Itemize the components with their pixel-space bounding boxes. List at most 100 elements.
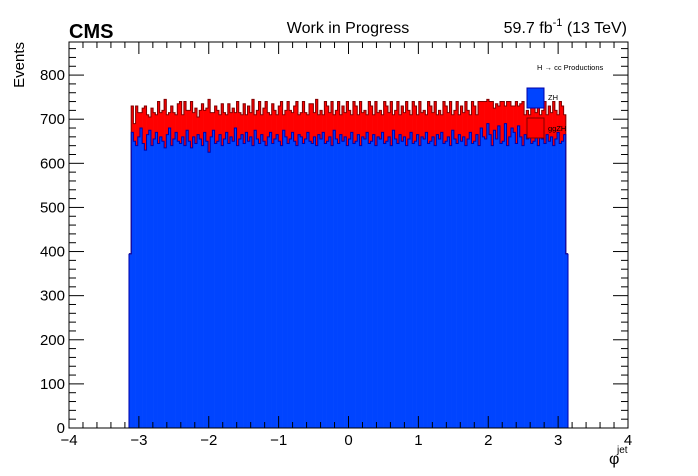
bin-ggzh xyxy=(326,105,330,142)
legend-label-zh: ZH xyxy=(548,93,558,102)
bin-zh xyxy=(262,141,266,428)
bin-ggzh xyxy=(313,112,316,137)
bin-ggzh xyxy=(137,112,141,137)
bin-zh xyxy=(445,141,448,428)
bin-zh xyxy=(379,139,382,428)
bin-zh xyxy=(392,130,395,428)
bin-zh xyxy=(431,136,435,429)
bin-ggzh xyxy=(194,108,198,144)
bin-zh xyxy=(295,145,299,428)
bin-zh xyxy=(287,143,290,428)
bin-ggzh xyxy=(218,114,222,135)
bin-ggzh xyxy=(157,101,161,144)
bin-ggzh xyxy=(280,101,283,146)
bin-ggzh xyxy=(401,105,404,142)
x-tick-label: 4 xyxy=(624,432,632,449)
x-tick-label: −2 xyxy=(200,432,217,449)
bin-ggzh xyxy=(357,114,360,135)
legend-label-ggzh: ggZH xyxy=(548,124,566,133)
bin-zh xyxy=(412,143,415,428)
x-tick-label: 0 xyxy=(344,432,352,449)
bin-ggzh xyxy=(282,114,286,131)
y-tick-label: 0 xyxy=(57,420,65,437)
bin-ggzh xyxy=(208,99,211,153)
bin-zh xyxy=(521,145,525,428)
bin-ggzh xyxy=(293,105,297,142)
bin-zh xyxy=(146,134,150,428)
bin-ggzh xyxy=(273,110,277,140)
bin-zh xyxy=(221,145,224,428)
y-axis-title: Events xyxy=(11,42,28,88)
bin-zh xyxy=(355,141,358,428)
bin-ggzh xyxy=(304,112,308,140)
bin-zh xyxy=(324,143,327,428)
bin-ggzh xyxy=(146,114,150,135)
bin-zh xyxy=(223,139,226,428)
bin-ggzh xyxy=(370,105,373,142)
bin-zh xyxy=(409,132,413,429)
bin-ggzh xyxy=(394,110,398,140)
bin-zh xyxy=(456,143,459,428)
bin-zh xyxy=(254,130,257,428)
bin-zh xyxy=(269,132,272,429)
bin-ggzh xyxy=(524,114,527,135)
bin-zh xyxy=(453,139,457,428)
bin-ggzh xyxy=(300,112,303,137)
bin-zh xyxy=(495,139,499,428)
bin-zh xyxy=(291,132,294,429)
bin-ggzh xyxy=(517,105,521,126)
bin-zh xyxy=(234,128,237,428)
bin-zh xyxy=(175,132,178,429)
bin-ggzh xyxy=(234,112,237,129)
bin-ggzh xyxy=(245,114,248,133)
y-tick-label: 500 xyxy=(40,199,65,216)
bin-zh xyxy=(249,136,253,429)
bin-ggzh xyxy=(155,114,158,133)
ggzh-outline xyxy=(128,98,569,255)
bin-ggzh xyxy=(247,105,251,142)
bin-ggzh xyxy=(172,112,176,140)
y-tick-label: 100 xyxy=(40,376,65,393)
bin-ggzh xyxy=(557,114,560,133)
bin-ggzh xyxy=(188,110,191,142)
bin-ggzh xyxy=(254,114,257,131)
bin-zh xyxy=(425,132,428,429)
plot-frame xyxy=(68,41,629,429)
bin-zh xyxy=(458,134,461,428)
bin-ggzh xyxy=(330,101,334,146)
bin-ggzh xyxy=(359,101,362,146)
bin-zh xyxy=(348,139,351,428)
bin-ggzh xyxy=(186,110,189,131)
bin-ggzh xyxy=(506,101,510,146)
bin-ggzh xyxy=(289,110,292,140)
legend-title: H → cc Productions xyxy=(537,63,604,72)
bin-zh xyxy=(172,139,176,428)
bin-zh xyxy=(308,141,312,428)
bin-zh xyxy=(528,132,532,429)
bin-ggzh xyxy=(475,114,479,135)
bin-zh xyxy=(161,141,165,428)
bin-zh xyxy=(478,145,481,428)
bin-ggzh xyxy=(168,112,171,129)
bin-ggzh xyxy=(447,112,450,137)
bin-zh xyxy=(199,139,202,428)
bin-zh xyxy=(216,141,220,428)
bin-ggzh xyxy=(484,101,488,140)
bin-zh xyxy=(475,134,479,428)
bin-zh xyxy=(504,123,507,429)
bin-zh xyxy=(289,139,292,428)
bin-zh xyxy=(155,132,158,429)
bin-ggzh xyxy=(348,110,351,140)
bin-zh xyxy=(135,145,139,428)
bin-zh xyxy=(218,134,222,428)
bin-ggzh xyxy=(429,105,433,142)
bin-zh xyxy=(214,143,218,428)
bin-ggzh xyxy=(423,110,426,140)
bin-ggzh xyxy=(302,101,305,144)
bin-zh xyxy=(467,139,470,428)
bin-zh xyxy=(460,141,463,428)
bin-zh xyxy=(502,141,505,428)
bin-ggzh xyxy=(346,101,349,146)
axis-ticks: −4 −3 −2 −1 0 1 2 3 4 0 100 200 300 400 500 600 700 800 xyxy=(40,42,632,449)
bin-zh xyxy=(245,132,248,429)
